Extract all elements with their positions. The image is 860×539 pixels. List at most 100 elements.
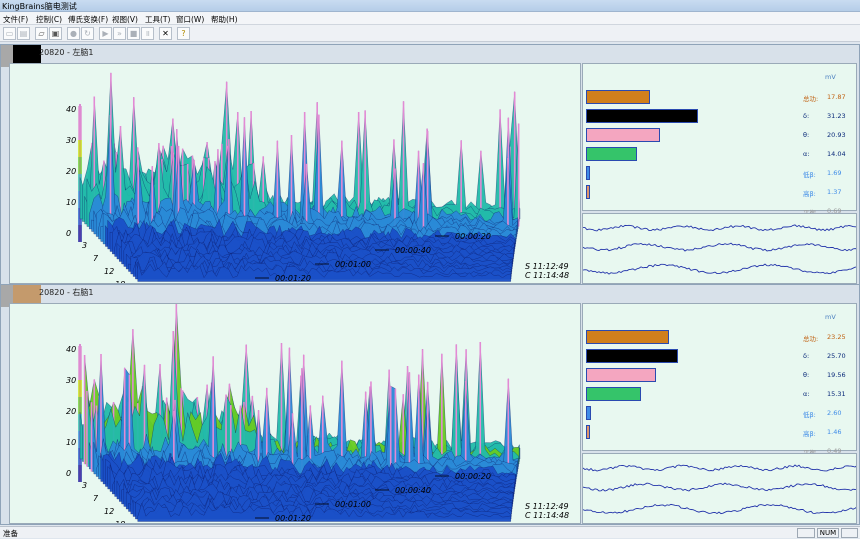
band-label: θ: <box>803 371 810 379</box>
band-row: δ: 31.23 <box>583 109 858 123</box>
menu-help[interactable]: 帮助(H) <box>211 15 238 24</box>
y-tick-label: 20 <box>66 167 76 176</box>
panel-title: 20820 - 右脑1 <box>39 288 94 297</box>
band-bar <box>586 425 590 439</box>
panel-right-brain: 20820 - 右脑1 4030201003712182800:00:2000:… <box>0 284 860 525</box>
time-tick-label: 00:01:20 <box>275 274 311 283</box>
band-row: θ: 20.93 <box>583 128 858 142</box>
band-row: 总功: 23.25 <box>583 330 858 344</box>
freq-tick-label: 7 <box>93 494 99 503</box>
band-label: 低β: <box>803 171 816 179</box>
menu-file[interactable]: 文件(F) <box>3 15 29 24</box>
eeg-trace <box>583 263 856 275</box>
band-value: 0.49 <box>827 447 842 455</box>
eeg-trace <box>583 503 856 515</box>
band-bar <box>586 330 670 344</box>
status-cell-empty <box>841 528 858 538</box>
help-icon[interactable]: ? <box>177 27 190 40</box>
band-value: 0.69 <box>827 207 842 215</box>
fast-forward-icon[interactable]: » <box>113 27 126 40</box>
band-row: 高β: 1.37 <box>583 185 858 199</box>
spectrum-3d-plot: 4030201003712182800:00:2000:00:4000:01:0… <box>9 63 581 284</box>
raw-eeg-wave <box>582 213 857 284</box>
band-value: 17.87 <box>827 93 846 101</box>
band-row: 总功: 17.87 <box>583 90 858 104</box>
panel-swatch <box>1 45 41 67</box>
spectrum-3d-plot: 4030201003712182800:00:2000:00:4000:01:0… <box>9 303 581 524</box>
window-titlebar[interactable]: KingBrains脑电测试 <box>0 0 860 12</box>
window-title: KingBrains脑电测试 <box>2 2 77 11</box>
y-tick-label: 0 <box>66 469 71 478</box>
band-bar <box>586 185 590 199</box>
y-tick-label: 10 <box>66 198 76 207</box>
menu-fourier[interactable]: 傅氏变换(F) <box>68 15 109 24</box>
band-power-chart: mV 总功: 17.87 δ: 31.23 θ: 20.93 α: 14.04 低β: 1.69 高… <box>582 63 858 217</box>
open-folder-icon[interactable]: ▱ <box>35 27 48 40</box>
play-icon[interactable]: ▶ <box>99 27 112 40</box>
time-current-label: C 11:14:48 <box>525 511 569 520</box>
time-tick-label: 00:01:20 <box>275 514 311 523</box>
freq-tick-label: 12 <box>104 507 114 516</box>
time-start-label: S 11:12:49 <box>525 262 569 271</box>
y-tick-label: 30 <box>66 136 76 145</box>
unit-label: mV <box>825 313 836 321</box>
stop-icon[interactable]: ■ <box>127 27 140 40</box>
panel-title: 20820 - 左脑1 <box>39 48 94 57</box>
eeg-trace <box>583 482 856 492</box>
freq-tick-label: 3 <box>82 481 87 490</box>
band-label: 总功: <box>803 335 819 343</box>
status-text: 准备 <box>3 529 18 538</box>
refresh-icon[interactable]: ↻ <box>81 27 94 40</box>
band-bar <box>586 109 698 123</box>
band-bar <box>586 368 657 382</box>
freq-tick-label: 18 <box>115 520 125 524</box>
close-icon[interactable]: ✕ <box>159 27 172 40</box>
band-label: δ: <box>803 112 810 120</box>
time-current-label: C 11:14:48 <box>525 271 569 280</box>
pause-icon[interactable]: ॥ <box>141 27 154 40</box>
band-bar <box>586 349 679 363</box>
band-bar <box>586 90 650 104</box>
num-lock-indicator: NUM <box>817 528 839 538</box>
time-tick-label: 00:01:00 <box>335 260 371 269</box>
band-row: θ: 19.56 <box>583 368 858 382</box>
status-cell-empty <box>797 528 815 538</box>
unit-label: mV <box>825 73 836 81</box>
band-label: α: <box>803 150 810 158</box>
eeg-trace <box>583 224 856 232</box>
menu-view[interactable]: 视图(V) <box>112 15 138 24</box>
band-value: 15.31 <box>827 390 846 398</box>
eeg-trace <box>583 464 856 472</box>
band-bar <box>586 387 641 401</box>
band-value: 25.70 <box>827 352 846 360</box>
menu-window[interactable]: 窗口(W) <box>176 15 205 24</box>
menu-tools[interactable]: 工具(T) <box>145 15 171 24</box>
y-tick-label: 20 <box>66 407 76 416</box>
y-tick-label: 10 <box>66 438 76 447</box>
record-icon[interactable]: ● <box>67 27 80 40</box>
save-disk-icon[interactable]: ▣ <box>49 27 62 40</box>
band-value: 23.25 <box>827 333 846 341</box>
open-icon[interactable]: ▭ <box>3 27 16 40</box>
band-label: α: <box>803 390 810 398</box>
band-row: α: 14.04 <box>583 147 858 161</box>
band-value: 1.69 <box>827 169 842 177</box>
time-tick-label: 00:00:40 <box>395 246 431 255</box>
band-bar <box>586 406 592 420</box>
time-tick-label: 00:00:40 <box>395 486 431 495</box>
time-tick-label: 00:01:00 <box>335 500 371 509</box>
status-bar: 准备 NUM <box>0 526 860 538</box>
time-tick-label: 00:00:20 <box>455 472 491 481</box>
band-value: 2.60 <box>827 409 842 417</box>
menu-control[interactable]: 控制(C) <box>36 15 63 24</box>
y-tick-label: 40 <box>66 105 76 114</box>
freq-tick-label: 12 <box>104 267 114 276</box>
band-power-chart: mV 总功: 23.25 δ: 25.70 θ: 19.56 α: 15.31 低β: 2.60 高… <box>582 303 858 457</box>
band-row: 低β: 1.69 <box>583 166 858 180</box>
toolbar: ▭ ▤ ▱ ▣ ● ↻ ▶ » ■ ॥ ✕ ? <box>0 25 860 42</box>
save-icon[interactable]: ▤ <box>17 27 30 40</box>
panel-left-brain: 20820 - 左脑1 4030201003712182800:00:2000:… <box>0 44 860 285</box>
band-label: 高β: <box>803 430 816 438</box>
time-tick-label: 00:00:20 <box>455 232 491 241</box>
band-value: 14.04 <box>827 150 846 158</box>
